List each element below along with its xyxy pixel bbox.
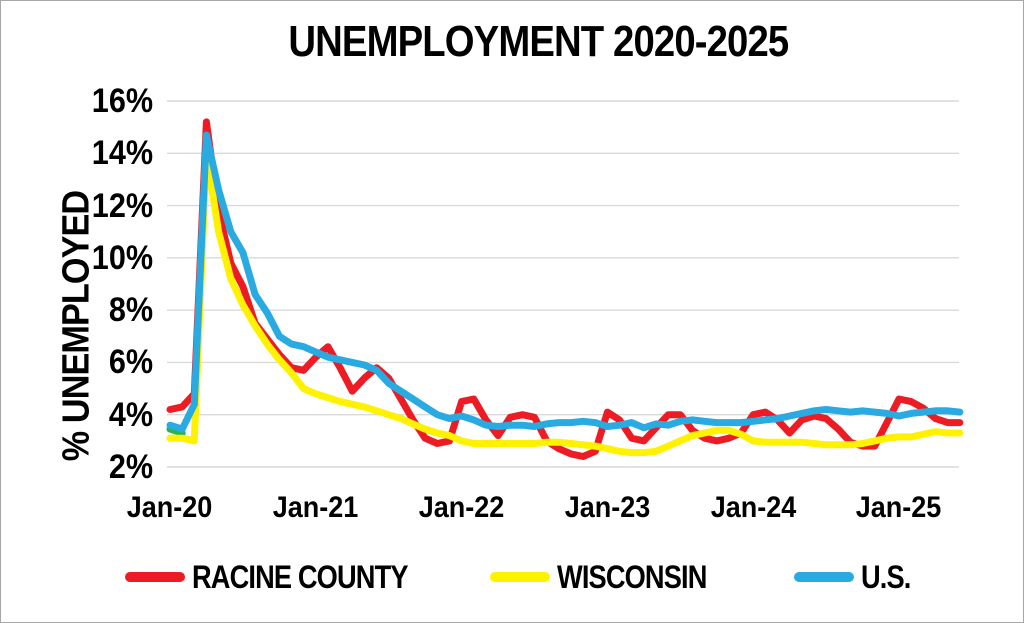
y-tick-label-16pct: 16% (91, 82, 153, 120)
x-tick-label-jan-22: Jan-22 (418, 491, 505, 524)
x-tick-label-jan-24: Jan-24 (710, 491, 796, 524)
x-tick-label-jan-20: Jan-20 (127, 491, 213, 524)
chart-title-text: UNEMPLOYMENT 2020-2025 (288, 17, 789, 66)
legend-swatch-icon (490, 572, 550, 582)
series-line-racine-county (166, 118, 964, 460)
legend-label: U.S. (861, 558, 911, 595)
y-tick-label-2pct: 2% (108, 448, 153, 486)
y-tick-label-14pct: 14% (91, 134, 153, 173)
x-tick-label-jan-21: Jan-21 (273, 491, 359, 524)
series-line-unlabeled-green-segment-mostly-hidden-behind-u-s-line (166, 425, 186, 437)
x-tick-label-jan-25: Jan-25 (856, 491, 942, 524)
x-tick-label-jan-23: Jan-23 (564, 491, 651, 524)
series-line-u-s (166, 131, 964, 433)
y-tick-label-10pct: 10% (91, 238, 153, 277)
legend-label: RACINE COUNTY (192, 558, 408, 595)
legend-swatch-icon (125, 572, 185, 582)
series-line-wisconsin (166, 149, 964, 457)
legend-label: WISCONSIN (557, 558, 707, 595)
legend-item-u-s: U.S. (794, 559, 919, 595)
y-tick-label-4pct: 4% (108, 395, 153, 434)
y-tick-label-6pct: 6% (108, 343, 153, 382)
legend-swatch-icon (794, 572, 854, 582)
chart-title: UNEMPLOYMENT 2020-2025 (1, 17, 1023, 67)
y-tick-label-8pct: 8% (108, 291, 153, 330)
legend-item-wisconsin: WISCONSIN (490, 559, 733, 595)
legend-item-racine-county: RACINE COUNTY (125, 559, 446, 595)
y-tick-label-12pct: 12% (91, 186, 153, 225)
